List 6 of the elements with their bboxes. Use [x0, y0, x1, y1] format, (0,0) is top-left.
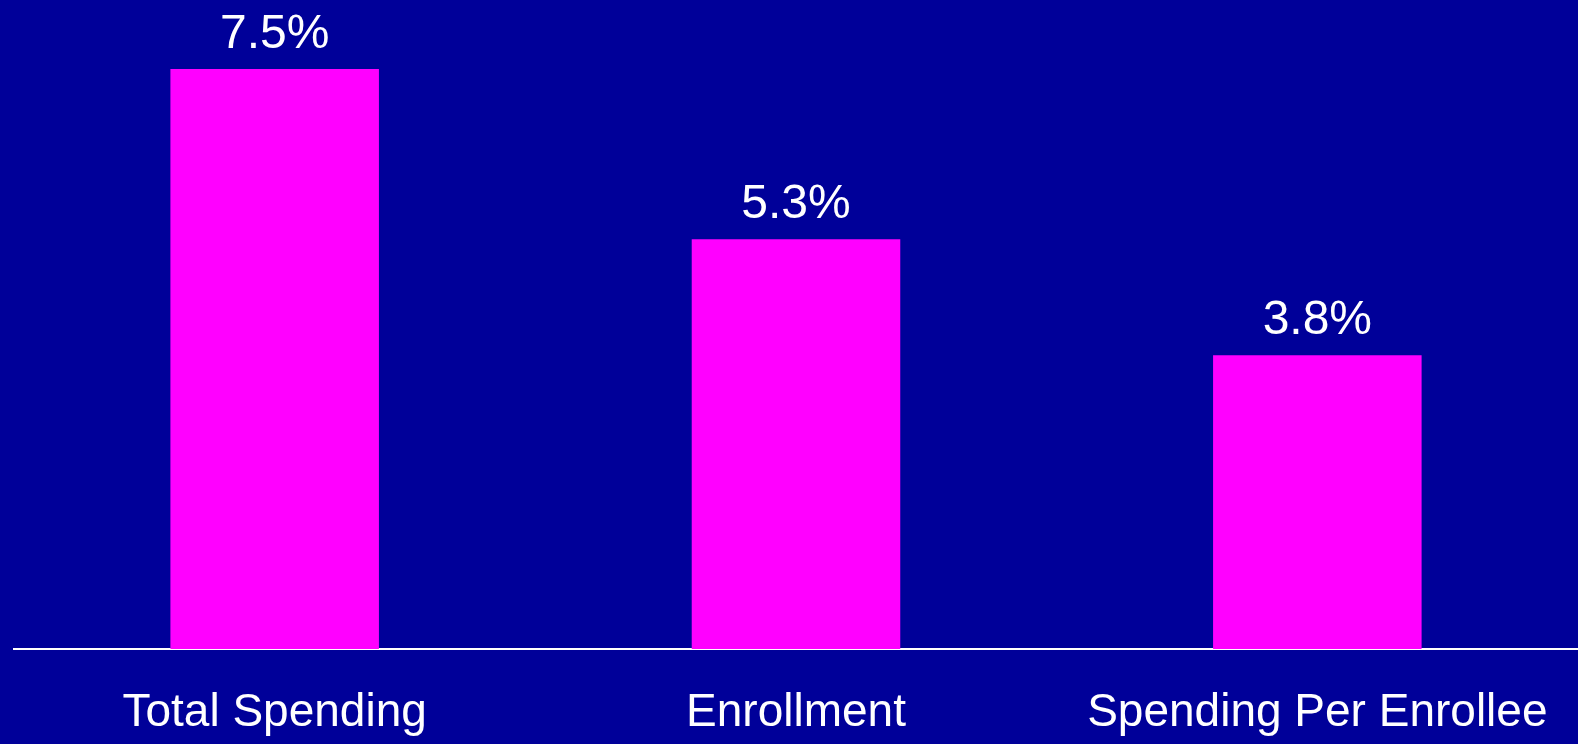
data-label: 7.5% [219, 5, 330, 58]
x-tick-label: Total Spending [122, 684, 427, 737]
data-label: 5.3% [741, 175, 851, 229]
x-tick-label: Spending Per Enrollee [1087, 684, 1548, 737]
x-tick-label: Enrollment [686, 684, 907, 737]
data-label: 3.8% [1262, 291, 1373, 345]
